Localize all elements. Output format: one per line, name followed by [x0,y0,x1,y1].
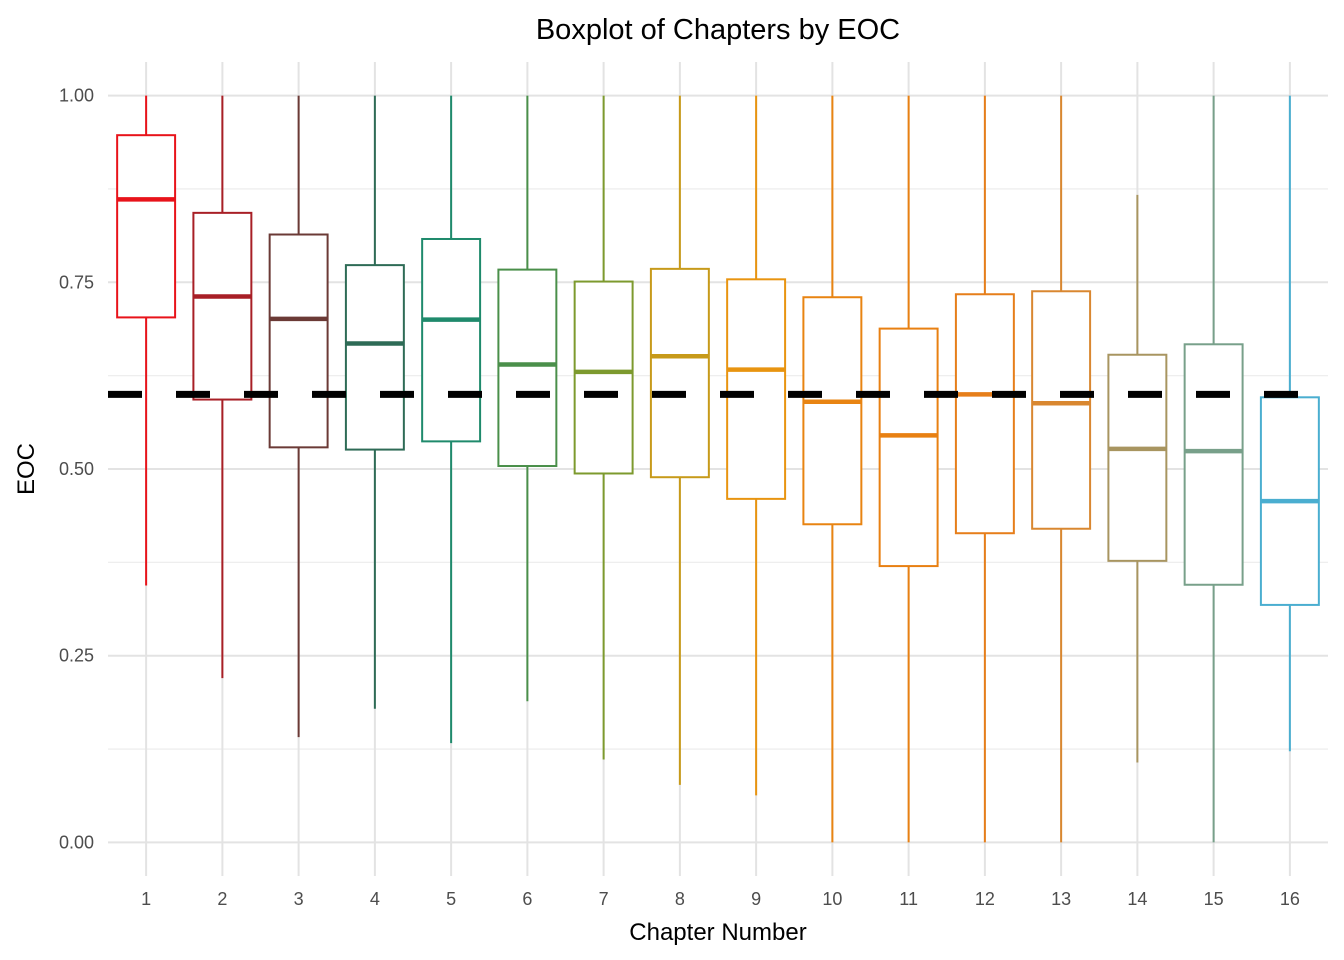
box-iqr [344,264,405,451]
boxplot-4 [344,95,405,709]
box-iqr [954,293,1015,535]
boxplot-11 [878,95,939,843]
y-tick-label: 0.75 [59,272,94,292]
box-iqr [192,211,253,401]
y-tick-label: 0.00 [59,832,94,852]
box-iqr [649,267,710,479]
boxplot-16 [1259,95,1320,752]
x-axis-title: Chapter Number [629,919,806,946]
boxplot-5 [421,95,482,744]
boxplot-8 [649,95,710,785]
boxplot-9 [726,95,787,796]
boxplot-3 [268,95,329,738]
boxplot-12 [954,95,1015,843]
box-iqr [1031,290,1092,530]
x-tick-label: 3 [294,889,304,909]
x-tick-label: 8 [675,889,685,909]
x-tick-label: 2 [217,889,227,909]
box-iqr [878,327,939,568]
box-iqr [1107,353,1168,562]
x-tick-label: 14 [1127,889,1147,909]
x-tick-label: 7 [599,889,609,909]
x-tick-label: 11 [899,889,918,909]
x-tick-label: 4 [370,889,380,909]
y-axis-title: EOC [13,443,40,495]
boxplot-7 [573,95,634,760]
x-tick-label: 15 [1204,889,1224,909]
box-iqr [573,280,634,475]
box-iqr [1183,343,1244,586]
x-tick-label: 13 [1051,889,1071,909]
box-iqr [268,233,329,449]
boxplot-6 [497,95,558,702]
y-tick-label: 0.25 [59,646,94,666]
boxplot-10 [802,95,863,843]
x-tick-label: 10 [822,889,842,909]
x-tick-label: 6 [522,889,532,909]
x-tick-label: 9 [751,889,761,909]
x-tick-label: 12 [975,889,995,909]
boxplot-15 [1183,95,1244,843]
boxplot-14 [1107,194,1168,763]
y-tick-label: 1.00 [59,86,94,106]
boxplot-2 [192,95,253,679]
y-tick-label: 0.50 [59,459,94,479]
chart-title: Boxplot of Chapters by EOC [536,14,900,46]
axis-layer: 0.000.250.500.751.001 2 3 4 5 6 7 8 9 10 11 12 13 14 1… [59,86,1300,909]
x-tick-label: 1 [141,889,151,909]
box-iqr [421,237,482,443]
box-iqr [497,268,558,468]
boxplot-1 [116,95,177,586]
x-tick-label: 5 [446,889,456,909]
boxplot-13 [1031,95,1092,843]
box-iqr [116,134,177,319]
x-tick-label: 16 [1280,889,1300,909]
box-iqr [726,278,787,500]
box-layer [116,95,1320,843]
box-iqr [802,296,863,526]
